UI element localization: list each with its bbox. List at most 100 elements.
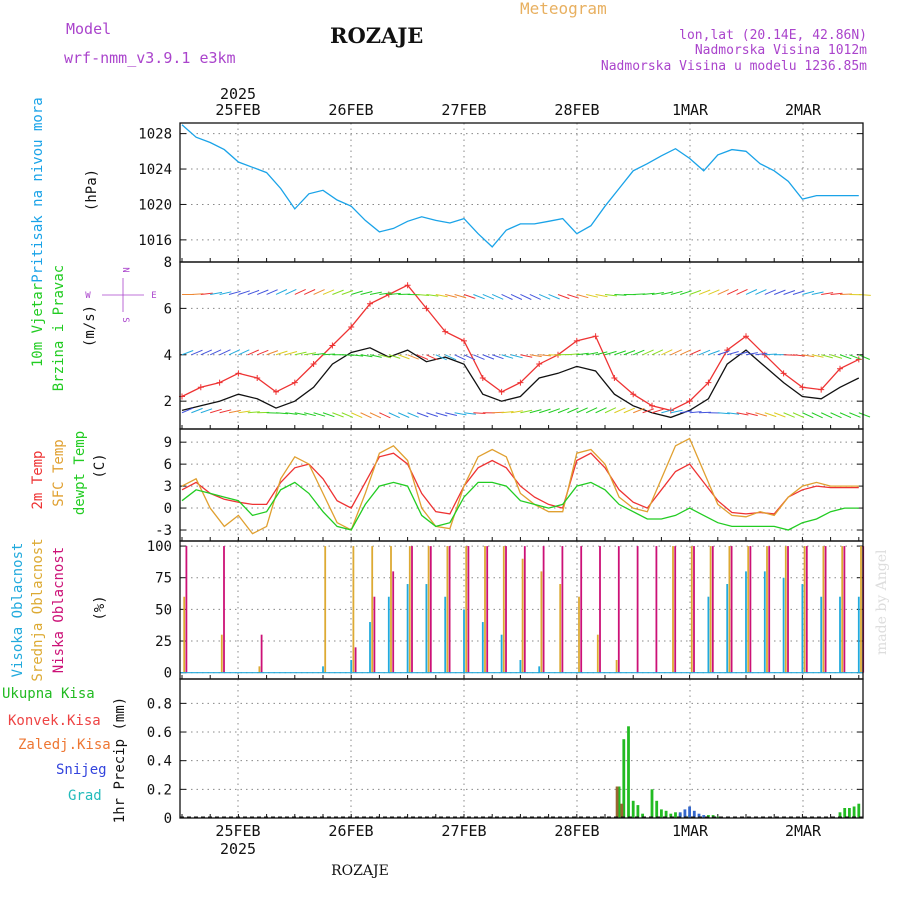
elevation-label: Nadmorska Visina 1012m (695, 43, 867, 58)
precip-ytick-label-1: 0.2 (147, 782, 172, 798)
compass-n: N (120, 267, 130, 272)
temperature-ytick-label-3: 6 (164, 457, 172, 473)
wind-barb-1-102 (661, 350, 672, 355)
wind-barb-0-24 (295, 289, 306, 294)
compass-w: W (85, 291, 91, 301)
wind-barb-2-94 (624, 408, 635, 413)
temperature-ytick-label-0: -3 (155, 523, 172, 539)
precip-bar-0-9 (660, 809, 663, 818)
wind-barb-0-70 (511, 294, 522, 299)
precip-bar-1-0 (616, 787, 619, 819)
lonlat-label: lon,lat (20.14E, 42.86N) (679, 28, 867, 43)
model-label: Model (66, 20, 111, 38)
wind-barb-2-38 (361, 413, 372, 418)
bottom-date-2: 27FEB (441, 822, 486, 840)
wind-barb-2-142 (849, 413, 860, 418)
wind-barb-0-124 (765, 290, 776, 295)
pressure-ytick-label-3: 1028 (138, 127, 172, 143)
wind-barb-1-18 (267, 351, 278, 355)
clouds-ytick-label-4: 100 (147, 539, 172, 555)
wind-barb-0-26 (304, 290, 315, 295)
temp-ylabel-sfc: SFC Temp (51, 439, 67, 506)
temperature-ytick-label-4: 9 (164, 435, 172, 451)
wind-barb-2-42 (379, 413, 390, 418)
pressure-ytick-label-2: 1024 (138, 162, 172, 178)
temp-unit: (C) (92, 453, 108, 478)
precip-bar-0-12 (674, 812, 677, 818)
temperature-ytick-label-1: 0 (164, 501, 172, 517)
legend-conv-precip: Konvek.Kisa (8, 713, 101, 729)
wind-gust-mark-25 (649, 403, 655, 409)
clouds-ytick-label-3: 75 (155, 571, 172, 587)
wind-barb-1-14 (248, 350, 259, 355)
precip-bar-0-7 (651, 789, 654, 818)
wind-ytick-label-0: 2 (164, 394, 172, 410)
legend-total-precip: Ukupna Kisa (2, 686, 95, 702)
wind-barb-0-116 (727, 289, 738, 294)
clouds-ytick-label-2: 50 (155, 602, 172, 618)
temp-ylabel-dewpt: dewpt Temp (72, 431, 88, 515)
clouds-ytick-label-1: 25 (155, 634, 172, 650)
wind-frame (180, 262, 863, 429)
legend-freezing-precip: Zaledj.Kisa (18, 737, 111, 753)
footer-station: ROZAJE (331, 863, 389, 879)
wind-barb-0-34 (342, 291, 353, 295)
wind-barb-2-84 (577, 408, 588, 413)
wind-barb-2-86 (586, 408, 597, 413)
clouds-frame (180, 541, 863, 679)
wind-barb-1-0 (182, 351, 193, 355)
wind-barb-2-50 (417, 413, 428, 417)
wind-unit: (m/s) (82, 305, 98, 347)
temp-ylabel-2m: 2m Temp (30, 450, 46, 509)
wind-gust-mark-1 (198, 384, 204, 390)
pressure-unit: (hPa) (84, 169, 100, 211)
wind-barb-1-108 (690, 350, 701, 355)
wind-barb-1-104 (671, 350, 682, 355)
wind-barb-0-78 (549, 294, 560, 299)
wind-barb-0-118 (737, 289, 748, 294)
wind-barb-2-92 (614, 408, 625, 413)
precip-bar-1-1 (620, 804, 623, 818)
wind-barb-1-110 (699, 350, 710, 355)
precip-ytick-label-3: 0.6 (147, 725, 172, 741)
wind-barb-2-134 (812, 413, 823, 418)
wind-barb-0-128 (784, 291, 795, 295)
precip-frame (180, 679, 863, 818)
wind-barb-1-112 (708, 351, 719, 355)
wind-ytick-label-2: 6 (164, 301, 172, 317)
wind-barb-2-136 (821, 413, 832, 418)
pressure-frame (180, 123, 863, 262)
bottom-date-0: 25FEB (215, 822, 260, 840)
wind-ytick-label-3: 8 (164, 255, 172, 271)
compass-e: E (151, 291, 156, 301)
bottom-date-1: 26FEB (328, 822, 373, 840)
wind-barb-0-74 (530, 294, 541, 299)
wind-barb-2-88 (596, 408, 607, 413)
wind-barb-2-144 (859, 413, 870, 417)
wind-barb-2-140 (840, 413, 851, 418)
wind-barb-2-96 (633, 408, 644, 412)
wind-barb-1-106 (680, 350, 691, 355)
precip-bar-0-5 (637, 805, 640, 818)
cloud-unit: (%) (92, 595, 108, 620)
cloud-ylabel-high: Visoka Oblacnost (10, 543, 26, 678)
wind-barb-1-66 (492, 355, 503, 359)
top-date-0: 25FEB (215, 101, 260, 119)
panels: 10161020102410282468-30369025507510000.2… (138, 123, 871, 827)
wind-barb-0-72 (520, 294, 531, 299)
top-date-3: 28FEB (554, 101, 599, 119)
top-date-1: 26FEB (328, 101, 373, 119)
wind-barb-1-62 (473, 355, 484, 360)
cloud-ylabel-low: Niska Oblacnost (51, 547, 67, 673)
precip-ylabel: 1hr Precip (mm) (112, 697, 128, 823)
wind-barb-0-76 (539, 294, 550, 299)
wind-ytick-label-1: 4 (164, 348, 172, 364)
top-date-4: 1MAR (672, 101, 709, 119)
bottom-date-4: 1MAR (672, 822, 709, 840)
